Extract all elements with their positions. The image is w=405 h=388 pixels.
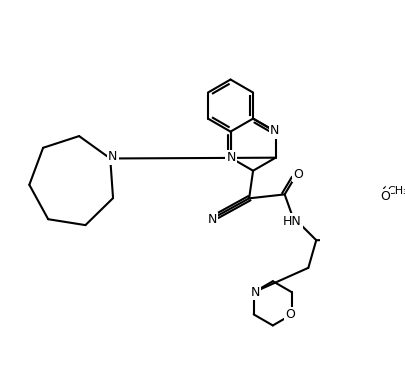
Text: N: N bbox=[227, 151, 236, 164]
Text: HN: HN bbox=[283, 215, 302, 228]
Text: N: N bbox=[108, 151, 117, 163]
Text: O: O bbox=[382, 185, 392, 198]
Text: O: O bbox=[286, 308, 295, 321]
Text: O: O bbox=[293, 168, 303, 181]
Text: N: N bbox=[270, 124, 279, 137]
Text: CH₃: CH₃ bbox=[387, 186, 405, 196]
Text: N: N bbox=[251, 286, 260, 299]
Text: O: O bbox=[380, 190, 390, 203]
Text: N: N bbox=[207, 213, 217, 226]
